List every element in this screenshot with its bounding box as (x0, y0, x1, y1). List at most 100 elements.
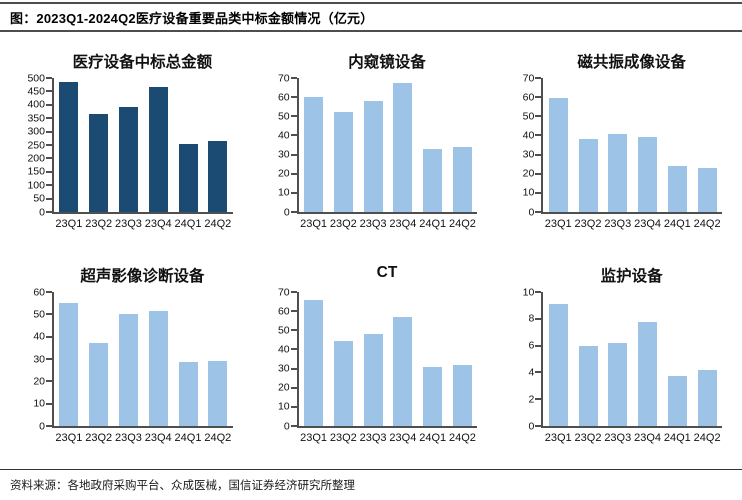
bar-23Q1 (59, 303, 79, 426)
bar-24Q2 (697, 167, 717, 212)
bar-24Q1 (667, 376, 687, 426)
bar-23Q1 (548, 98, 568, 212)
bar-23Q2 (333, 112, 353, 212)
x-tick-label: 23Q4 (389, 432, 417, 444)
y-tick-mark (46, 402, 52, 405)
bar-slot (543, 292, 573, 426)
x-tick-label: 23Q2 (85, 218, 113, 230)
x-tick-label: 24Q1 (663, 432, 691, 444)
x-tick-label: 23Q2 (329, 218, 357, 230)
y-tick-label: 450 (27, 85, 45, 98)
y-tick-mark (46, 380, 52, 383)
x-tick-label: 23Q2 (574, 432, 602, 444)
y-tick-label: 50 (277, 324, 290, 337)
y-tick-label: 70 (277, 71, 290, 84)
y-tick-mark (535, 172, 542, 175)
bar-slot (358, 78, 388, 212)
y-tick-mark (46, 211, 52, 213)
x-tick-label: 24Q1 (419, 432, 447, 444)
y-tick-label: 30 (277, 362, 290, 375)
bar-slot (543, 78, 573, 212)
x-labels: 23Q1 23Q2 23Q3 23Q4 24Q1 24Q2 (299, 218, 478, 230)
bar-23Q4 (148, 87, 168, 212)
bar-slot (603, 292, 633, 426)
bar-slot (54, 292, 84, 426)
y-tick-mark (46, 425, 52, 427)
x-tick-label: 24Q2 (448, 432, 476, 444)
y-tick-mark (290, 291, 297, 293)
y-tick-label: 60 (277, 304, 290, 317)
bar-24Q2 (452, 364, 472, 426)
bar-slot (573, 292, 603, 426)
x-tick-label: 23Q1 (55, 432, 83, 444)
y-tick-label: 40 (33, 330, 45, 343)
y-tick-label: 10 (277, 400, 290, 413)
bar-slot (143, 292, 173, 426)
x-tick-label: 24Q2 (693, 432, 721, 444)
bar-slot (328, 292, 358, 426)
chart-endoscope: 内窥镜设备 23Q1 23Q2 23Q3 23Q4 24Q1 24Q2 0 10 20 30 40… (249, 38, 494, 252)
bar-24Q2 (452, 146, 472, 212)
plot-area: 23Q1 23Q2 23Q3 23Q4 24Q1 24Q2 0 10 20 30 40 50 60 70 (278, 287, 478, 444)
x-labels: 23Q1 23Q2 23Q3 23Q4 24Q1 24Q2 (299, 432, 478, 444)
bar-23Q2 (89, 114, 109, 212)
x-tick-label: 23Q3 (359, 218, 387, 230)
x-tick-label: 23Q3 (114, 432, 142, 444)
chart-title: 监护设备 (600, 268, 663, 285)
bar-23Q3 (363, 100, 383, 212)
bar-24Q2 (208, 140, 228, 212)
bar-slot (692, 292, 722, 426)
bar-slot (662, 78, 692, 212)
x-tick-label: 24Q1 (174, 432, 202, 444)
x-tick-label: 23Q4 (144, 432, 172, 444)
bar-slot (388, 292, 418, 426)
source-note: 资料来源：各地政府采购平台、众成医械，国信证券经济研究所整理 (10, 480, 355, 492)
chart-title: 内窥镜设备 (348, 54, 426, 71)
x-tick-label: 24Q2 (448, 218, 476, 230)
y-tick-mark (290, 310, 297, 313)
y-tick-mark (535, 153, 542, 156)
y-tick-mark (535, 211, 542, 213)
x-tick-label: 23Q2 (85, 432, 113, 444)
bar-slot (54, 78, 84, 212)
x-tick-label: 24Q1 (663, 218, 691, 230)
y-tick-mark (46, 291, 52, 293)
y-tick-mark (46, 117, 52, 120)
bar-slot (203, 292, 233, 426)
y-tick-label: 10 (277, 186, 290, 199)
bar-23Q2 (89, 343, 109, 426)
bar-24Q2 (208, 361, 228, 426)
bars (54, 78, 233, 212)
y-tick-label: 300 (27, 125, 45, 138)
y-tick-label: 30 (522, 148, 535, 161)
plot-area: 23Q1 23Q2 23Q3 23Q4 24Q1 24Q2 0 2 4 6 8 10 (523, 287, 722, 444)
bar-slot (328, 78, 358, 212)
bar-23Q2 (578, 345, 598, 426)
y-tick-mark (46, 130, 52, 133)
y-tick-label: 40 (277, 129, 290, 142)
x-tick-label: 23Q3 (359, 432, 387, 444)
y-tick-label: 10 (33, 397, 45, 410)
bar-slot (358, 292, 388, 426)
chart-total-medical-devices: 医疗设备中标总金额 23Q1 23Q2 23Q3 23Q4 24Q1 24Q2 0 50 10… (4, 38, 249, 252)
y-tick-mark (535, 344, 542, 347)
y-tick-label: 50 (277, 110, 290, 123)
bar-slot (173, 78, 203, 212)
y-tick-mark (290, 425, 297, 427)
y-tick-label: 50 (33, 192, 45, 205)
x-tick-label: 23Q3 (604, 218, 632, 230)
y-tick-mark (290, 405, 297, 408)
y-tick-mark (535, 77, 542, 79)
bar-23Q3 (118, 107, 138, 212)
x-tick-label: 24Q1 (419, 218, 447, 230)
y-tick-label: 10 (522, 285, 535, 298)
bar-slot (84, 78, 114, 212)
x-tick-label: 23Q4 (634, 218, 662, 230)
x-tick-label: 24Q2 (204, 432, 232, 444)
bar-slot (418, 292, 448, 426)
bar-slot (143, 78, 173, 212)
bar-slot (84, 292, 114, 426)
x-labels: 23Q1 23Q2 23Q3 23Q4 24Q1 24Q2 (543, 432, 722, 444)
bar-23Q3 (118, 314, 138, 426)
x-tick-label: 23Q1 (544, 432, 572, 444)
